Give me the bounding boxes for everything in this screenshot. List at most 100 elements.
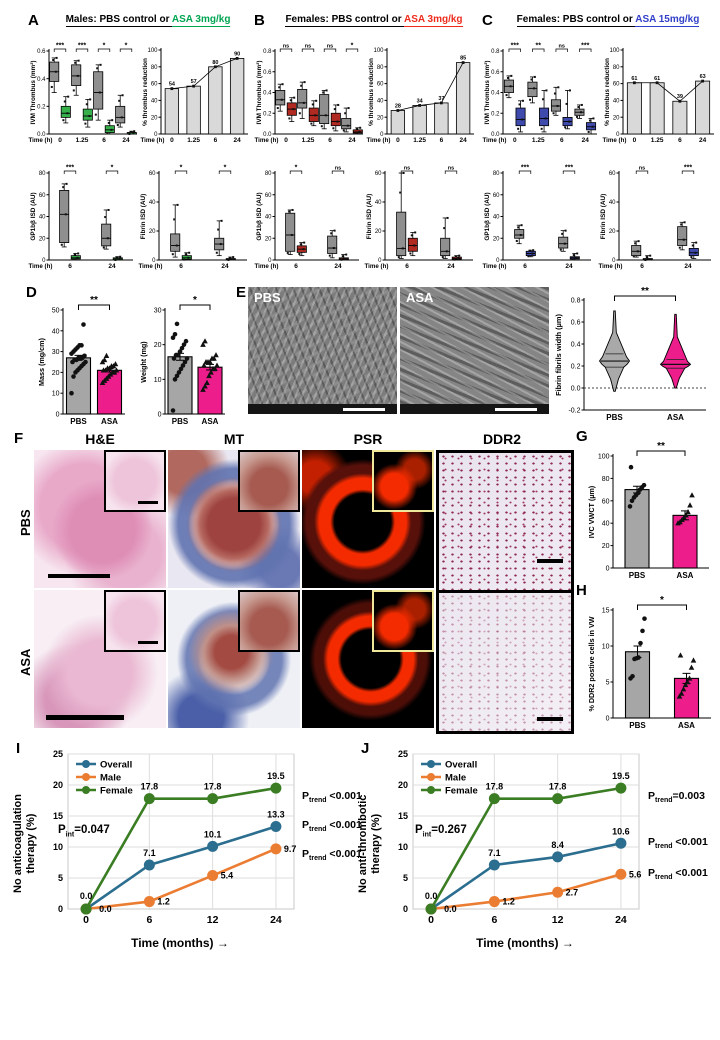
svg-text:60: 60	[609, 171, 616, 177]
svg-text:PBS: PBS	[70, 417, 87, 426]
svg-text:0: 0	[58, 904, 63, 914]
svg-text:0.6: 0.6	[37, 49, 46, 55]
svg-text:0.8: 0.8	[491, 49, 500, 55]
j-p-int: Pint=0.267	[415, 824, 467, 839]
svg-text:ASA: ASA	[202, 417, 219, 426]
svg-text:Mass (mg/cm): Mass (mg/cm)	[37, 337, 46, 386]
barchart-thrombus-reduction-males: 0 20 40 60 80 100 0 1.25 6 24 54 57 80 90 Time (h) % th…	[140, 36, 252, 148]
linechart-no-anticoagulation: 0 5 10 15 20 25 0 6 12 24 7.1 10.1 13.3 1.2 5.4 9.7 17.8…	[40, 748, 300, 933]
barscatter-ivc-vwct: 0 20 40 60 80 100 PBS ASA ** IVC VWCT (µm)	[586, 438, 718, 584]
histology-asa-ddr2	[436, 590, 574, 734]
svg-text:0.0: 0.0	[425, 891, 438, 901]
histology-asa-he	[34, 590, 166, 728]
svg-text:Time (h): Time (h)	[365, 263, 389, 270]
svg-text:*: *	[180, 165, 183, 172]
svg-text:6: 6	[640, 263, 644, 270]
svg-text:12: 12	[552, 914, 564, 926]
svg-text:ASA: ASA	[678, 721, 695, 730]
svg-text:40: 40	[149, 200, 156, 206]
svg-text:20: 20	[375, 229, 382, 235]
boxplot-gp1b-females-3mg: 0 20 40 60 80 * 6 ns 24 Time (h) GP1bβ ISD (AU)	[254, 158, 362, 274]
svg-text:40: 40	[375, 200, 382, 206]
svg-text:40: 40	[265, 215, 272, 221]
svg-text:0: 0	[170, 137, 174, 144]
svg-text:*: *	[193, 295, 197, 306]
svg-text:1.25: 1.25	[413, 137, 426, 144]
svg-text:85: 85	[460, 56, 466, 62]
svg-text:***: ***	[56, 43, 64, 50]
svg-text:**: **	[536, 43, 542, 50]
j-y-axis-label: No anti-thrombotic therapy (%)	[357, 794, 382, 893]
scale-bar	[48, 574, 110, 578]
boxplot-ivm-thrombus-females-3mg: 0.0 0.2 0.4 0.6 0.8 ns 0 ns 1.25 ns 6 * 24 Time (h) IV…	[254, 36, 366, 148]
f-row-pbs-label: PBS	[18, 509, 33, 536]
f-column-he: H&E	[85, 431, 115, 447]
svg-text:0: 0	[606, 565, 610, 572]
svg-text:1.25: 1.25	[532, 137, 545, 144]
svg-text:15: 15	[53, 811, 63, 821]
svg-text:% thrombus reduction: % thrombus reduction	[142, 58, 149, 126]
svg-text:0.8: 0.8	[571, 297, 581, 304]
svg-text:80: 80	[493, 171, 500, 177]
histology-asa-mt-inset	[238, 590, 300, 652]
svg-text:ASA: ASA	[101, 417, 118, 426]
svg-text:ns: ns	[404, 166, 410, 172]
svg-text:60: 60	[602, 498, 610, 505]
svg-text:20: 20	[493, 236, 500, 242]
svg-text:1.2: 1.2	[157, 897, 170, 907]
barchart-thrombus-reduction-females-3mg: 0 20 40 60 80 100 0 1.25 6 24 28 34 37 85 Time (h) % th…	[366, 36, 478, 148]
svg-text:PBS: PBS	[629, 721, 646, 730]
svg-text:90: 90	[234, 51, 240, 57]
svg-text:24: 24	[684, 263, 692, 270]
histology-asa-mt	[168, 590, 300, 728]
svg-text:80: 80	[377, 65, 384, 71]
sem-asa-footer	[400, 404, 549, 414]
svg-text:6: 6	[491, 914, 497, 926]
boxplot-fibrin-females-15mg: 0 20 40 60 ns 6 *** 24 Time (h) Fibrin ISD (AU)	[598, 158, 714, 274]
svg-text:ns: ns	[327, 44, 333, 50]
svg-text:80: 80	[212, 60, 218, 66]
svg-text:100: 100	[373, 48, 384, 54]
svg-text:7.1: 7.1	[143, 848, 156, 858]
svg-text:Fibrin ISD (AU): Fibrin ISD (AU)	[140, 194, 147, 239]
svg-text:80: 80	[151, 65, 158, 71]
svg-text:80: 80	[613, 65, 620, 71]
svg-text:***: ***	[511, 43, 519, 50]
svg-text:5.6: 5.6	[629, 869, 642, 879]
f-column-ddr2: DDR2	[482, 431, 522, 447]
i-p-trend-overall: Ptrend <0.001	[302, 819, 362, 834]
svg-text:10: 10	[398, 842, 408, 852]
histology-pbs-psr-inset	[372, 450, 434, 512]
svg-text:20: 20	[52, 370, 60, 377]
svg-text:20: 20	[398, 780, 408, 790]
svg-text:5.4: 5.4	[221, 871, 234, 881]
svg-text:Male: Male	[445, 773, 466, 784]
panel-c-letter: C	[482, 12, 493, 29]
svg-text:Time (h): Time (h)	[139, 263, 163, 270]
svg-text:Time (h): Time (h)	[141, 137, 165, 144]
histology-asa-psr	[302, 590, 434, 728]
svg-text:0: 0	[633, 137, 637, 144]
barscatter-mass: 0 10 20 30 40 50 PBS ASA ** Mass (mg/cm)	[36, 292, 134, 430]
svg-text:0.0: 0.0	[571, 385, 581, 392]
svg-text:5: 5	[606, 679, 610, 686]
j-p-trend-overall: Ptrend <0.001	[648, 836, 708, 851]
svg-text:17.8: 17.8	[141, 782, 159, 792]
svg-text:40: 40	[39, 215, 46, 221]
svg-text:5: 5	[403, 873, 408, 883]
svg-text:ns: ns	[559, 44, 565, 50]
svg-text:60: 60	[149, 171, 156, 177]
svg-text:6: 6	[146, 914, 152, 926]
svg-text:24: 24	[699, 137, 707, 144]
svg-text:19.5: 19.5	[612, 771, 630, 781]
svg-text:0.0: 0.0	[80, 891, 93, 901]
sem-pbs-scale-bar	[343, 408, 385, 411]
svg-text:34: 34	[417, 98, 424, 104]
sem-pbs-footer	[248, 404, 397, 414]
svg-text:30: 30	[52, 349, 60, 356]
boxplot-fibrin-females-3mg: 0 20 40 60 ns 6 ns 24 Time (h) Fibrin ISD (AU)	[364, 158, 476, 274]
violinplot-fibrin-fibrils-width: -0.2 0.0 0.2 0.4 0.6 0.8 PBS ASA ** Fibrin fibril…	[552, 284, 718, 426]
panel-e-letter: E	[236, 284, 247, 301]
svg-text:17.8: 17.8	[549, 782, 567, 792]
svg-text:0: 0	[56, 411, 60, 418]
